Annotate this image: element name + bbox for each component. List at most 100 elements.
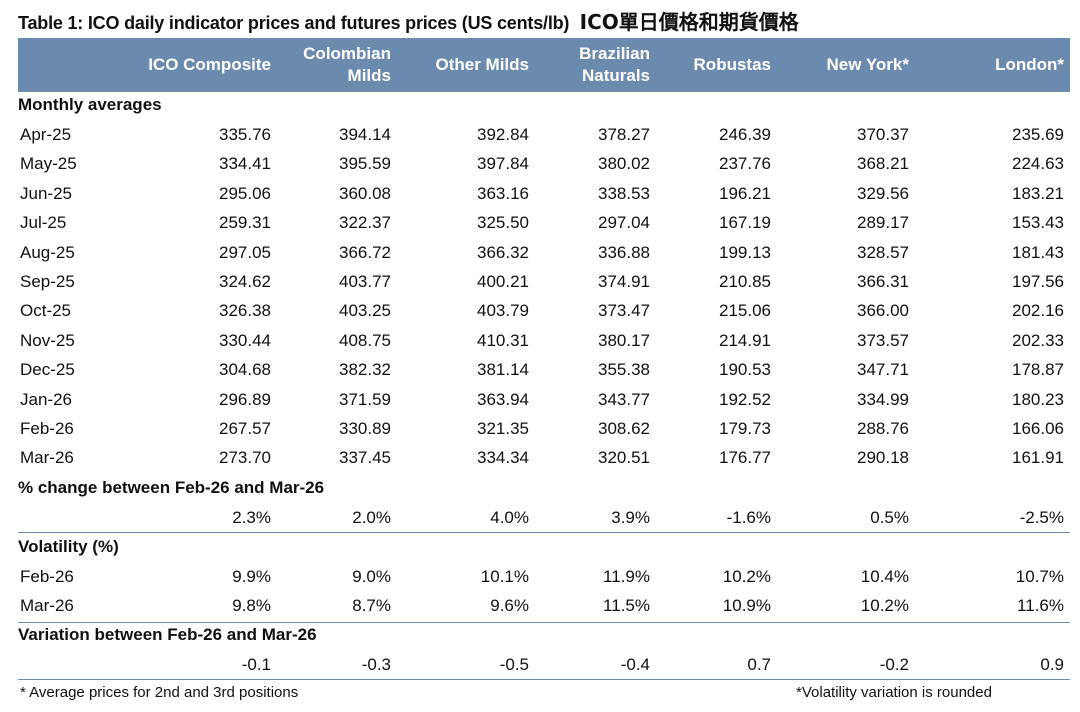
table-cell: 0.7 [747,655,771,674]
row-label: Feb-26 [20,419,74,438]
column-header-line: New York* [826,55,909,74]
table-cell: 381.14 [477,360,529,380]
table-cell: 330.44 [219,330,271,350]
table-cell: 363.16 [477,183,529,203]
section-title-monthly: Monthly averages [18,95,162,114]
table-cell: 397.84 [477,154,529,174]
table-cell: 335.76 [219,125,271,144]
table-cell: 370.37 [857,125,909,144]
row-label: Sep-25 [20,272,75,291]
table-cell: 395.59 [339,154,391,174]
table-cell: 181.43 [1012,242,1064,262]
footnote-average-prices: * Average prices for 2nd and 3rd positio… [20,684,299,701]
table-cell: 295.06 [219,183,271,203]
table-cell: 11.6% [1017,596,1064,615]
row-label: Feb-26 [20,567,74,586]
table-cell: 10.2% [722,567,771,586]
table-cell: -0.5 [499,655,529,674]
section-title-pct_change: % change between Feb-26 and Mar-26 [18,478,325,497]
table-cell: 334.34 [477,448,529,468]
table-cell: 336.88 [598,242,650,262]
table-cell: 2.0% [352,508,391,527]
table-cell: 366.72 [339,242,391,262]
table-cell: 288.76 [857,419,909,438]
row-label: May-25 [20,154,77,174]
footnote-volatility: *Volatility variation is rounded [796,684,992,701]
table-row: Oct-25 326.38 403.25 403.79 373.47 215.06 366.… [18,298,1070,327]
table-cell: 9.9% [232,567,271,586]
column-header-line: London* [995,55,1064,74]
column-header-line: Milds [347,66,391,85]
section-title-variation: Variation between Feb-26 and Mar-26 [18,625,317,644]
column-header-1: ICO Composite [141,38,271,92]
table-cell: -0.3 [361,655,391,674]
table-cell: 202.33 [1012,330,1064,350]
table-cell: 408.75 [339,330,391,350]
table-cell: -0.2 [879,655,909,674]
row-label: Mar-26 [20,596,74,615]
table-cell: 0.5% [870,508,909,527]
table-cell: 166.06 [1012,419,1064,438]
table-title-row: Table 1: ICO daily indicator prices and … [18,6,799,36]
table-cell: 366.00 [857,301,909,321]
table-cell: 328.57 [857,242,909,262]
table-row: May-25 334.41 395.59 397.84 380.02 237.76 368.… [18,151,1070,180]
table-cell: 10.2% [860,596,909,615]
table-cell: 334.99 [857,389,909,409]
table-row: Jul-25 259.31 322.37 325.50 297.04 167.19 289.… [18,210,1070,239]
column-header-line: Naturals [581,66,650,85]
table-cell: 360.08 [339,183,391,203]
table-cell: 403.77 [339,272,391,291]
table-cell: 0.9 [1040,655,1064,674]
table-cell: 334.41 [219,154,271,174]
table-cell: 394.14 [339,125,391,144]
table-cell: 380.17 [598,330,650,350]
table-cell: 11.9% [603,567,650,586]
section-divider [18,622,1070,623]
table-cell: 167.19 [719,213,771,233]
table-cell: 210.85 [719,272,771,291]
table-cell: 10.7% [1015,567,1064,586]
table-cell: 190.53 [719,360,771,380]
table-cell: 324.62 [219,272,271,291]
table-cell: 320.51 [598,448,650,468]
table-cell: 196.21 [719,183,771,203]
table-cell: 403.25 [339,301,391,321]
table-cell: 290.18 [857,448,909,468]
table-cell: 374.91 [598,272,650,291]
table-cell: 215.06 [719,301,771,321]
table-cell: 214.91 [719,330,771,350]
table-cell: 246.39 [719,125,771,144]
table-cell: 321.35 [477,419,529,438]
column-header-3: Other Milds [399,38,529,92]
section-divider [18,679,1070,680]
table-cell: 235.69 [1012,125,1064,144]
table-cell: 10.9% [722,596,771,615]
table-cell: 237.76 [719,154,771,174]
column-header-line: ICO Composite [148,55,271,74]
table-cell: 10.4% [860,567,909,586]
table-cell: 4.0% [490,508,529,527]
table-row: Apr-25 335.76 394.14 392.84 378.27 246.39 370.… [18,122,1070,151]
table-title-chinese: ICO單日價格和期貨價格 [579,10,799,34]
table-cell: 337.45 [339,448,391,468]
table-cell: 267.57 [219,419,271,438]
table-cell: 179.73 [719,419,771,438]
row-label: Aug-25 [20,242,75,262]
table-row: -0.1 -0.3 -0.5 -0.4 0.7 -0.2 0.9 [18,652,1070,681]
table-cell: 366.32 [477,242,529,262]
section-title-volatility: Volatility (%) [18,537,119,556]
table-cell: 368.21 [857,154,909,174]
row-label: Dec-25 [20,360,75,380]
table-cell: 289.17 [857,213,909,233]
table-cell: 400.21 [477,272,529,291]
table-header: ICO Composite Colombian Milds Other Milds Br… [18,38,1070,92]
table-cell: 330.89 [339,419,391,438]
table-cell: 296.89 [219,389,271,409]
table-cell: 273.70 [219,448,271,468]
table-cell: 199.13 [719,242,771,262]
table-cell: -1.6% [726,508,771,527]
table-cell: 308.62 [598,419,650,438]
table-cell: 9.6% [490,596,529,615]
table-row: Feb-26 267.57 330.89 321.35 308.62 179.73 288.… [18,416,1070,445]
